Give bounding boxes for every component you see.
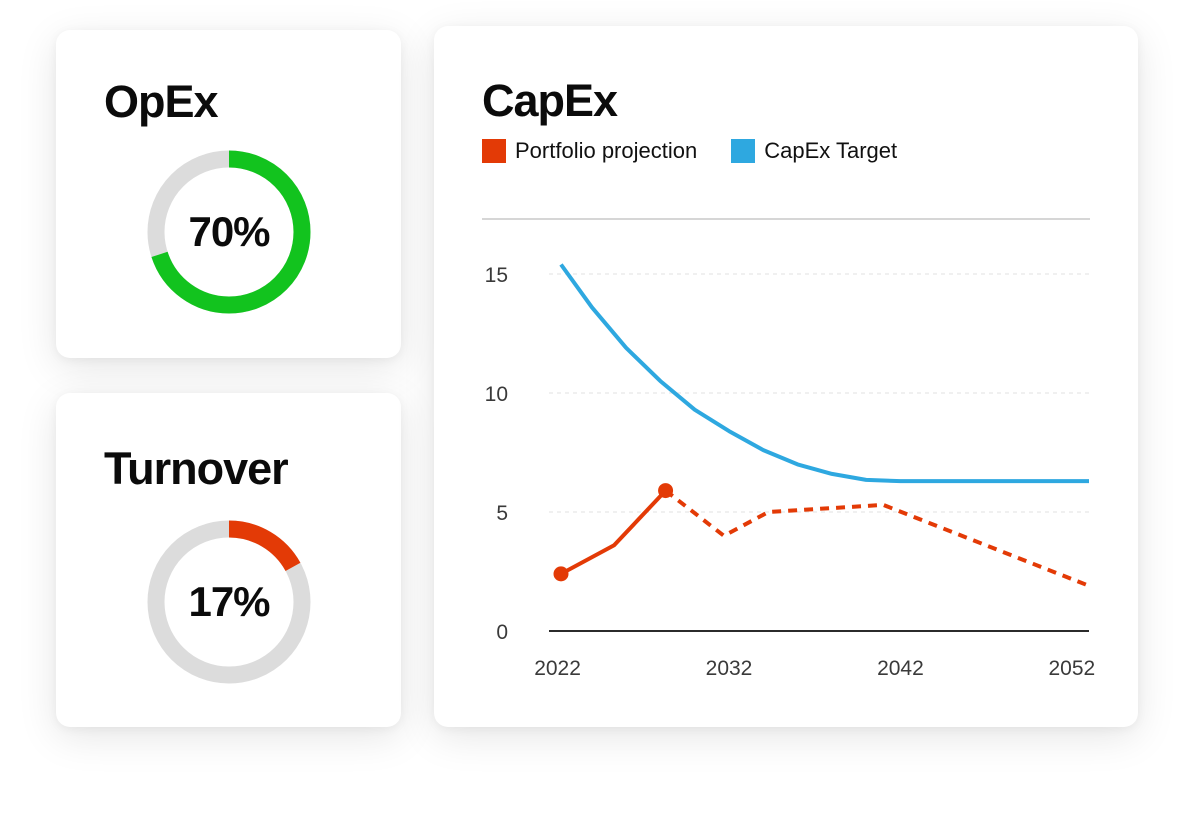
y-tick-label-5: 5 xyxy=(496,502,508,525)
opex-donut-arc xyxy=(147,150,311,314)
turnover-donut-arc xyxy=(147,520,311,684)
opex-donut-ring xyxy=(147,150,311,314)
x-tick-label-2052: 2052 xyxy=(1048,657,1095,680)
opex-donut: 70% xyxy=(139,142,319,322)
turnover-title: Turnover xyxy=(104,443,289,494)
capex-target-line xyxy=(559,263,1089,484)
y-tick-label-10: 10 xyxy=(485,383,508,406)
y-tick-label-0: 0 xyxy=(496,621,508,644)
capex-line-chart: 0 5 10 15 2022 2032 2042 2052 xyxy=(482,218,1095,680)
chart-legend: Portfolio projection CapEx Target xyxy=(482,138,897,164)
portfolio-projection-dashed-line xyxy=(664,489,1090,588)
opex-title: OpEx xyxy=(104,76,219,127)
legend-swatch-portfolio-projection xyxy=(482,139,506,163)
y-tick-label-15: 15 xyxy=(485,264,508,287)
opex-card: OpEx 70% xyxy=(56,30,401,358)
x-tick-label-2032: 2032 xyxy=(706,657,753,680)
legend-label-capex-target: CapEx Target xyxy=(764,138,898,163)
capex-title: CapEx xyxy=(482,75,618,126)
turnover-donut: 17% xyxy=(139,512,319,692)
legend-item-portfolio-projection: Portfolio projection xyxy=(482,138,697,164)
portfolio-projection-marker-0 xyxy=(553,566,569,582)
x-tick-label-2022: 2022 xyxy=(534,657,581,680)
x-tick-label-2042: 2042 xyxy=(877,657,924,680)
opex-value: 70% xyxy=(188,208,270,255)
turnover-card: Turnover 17% xyxy=(56,393,401,727)
legend-label-portfolio-projection: Portfolio projection xyxy=(515,138,698,163)
legend-item-capex-target: CapEx Target xyxy=(731,138,897,164)
turnover-value: 17% xyxy=(188,578,270,625)
legend-swatch-capex-target xyxy=(731,139,756,163)
portfolio-projection-line xyxy=(560,489,668,576)
turnover-donut-ring xyxy=(147,520,311,684)
capex-card: CapEx Portfolio projection CapEx Target … xyxy=(434,26,1138,727)
